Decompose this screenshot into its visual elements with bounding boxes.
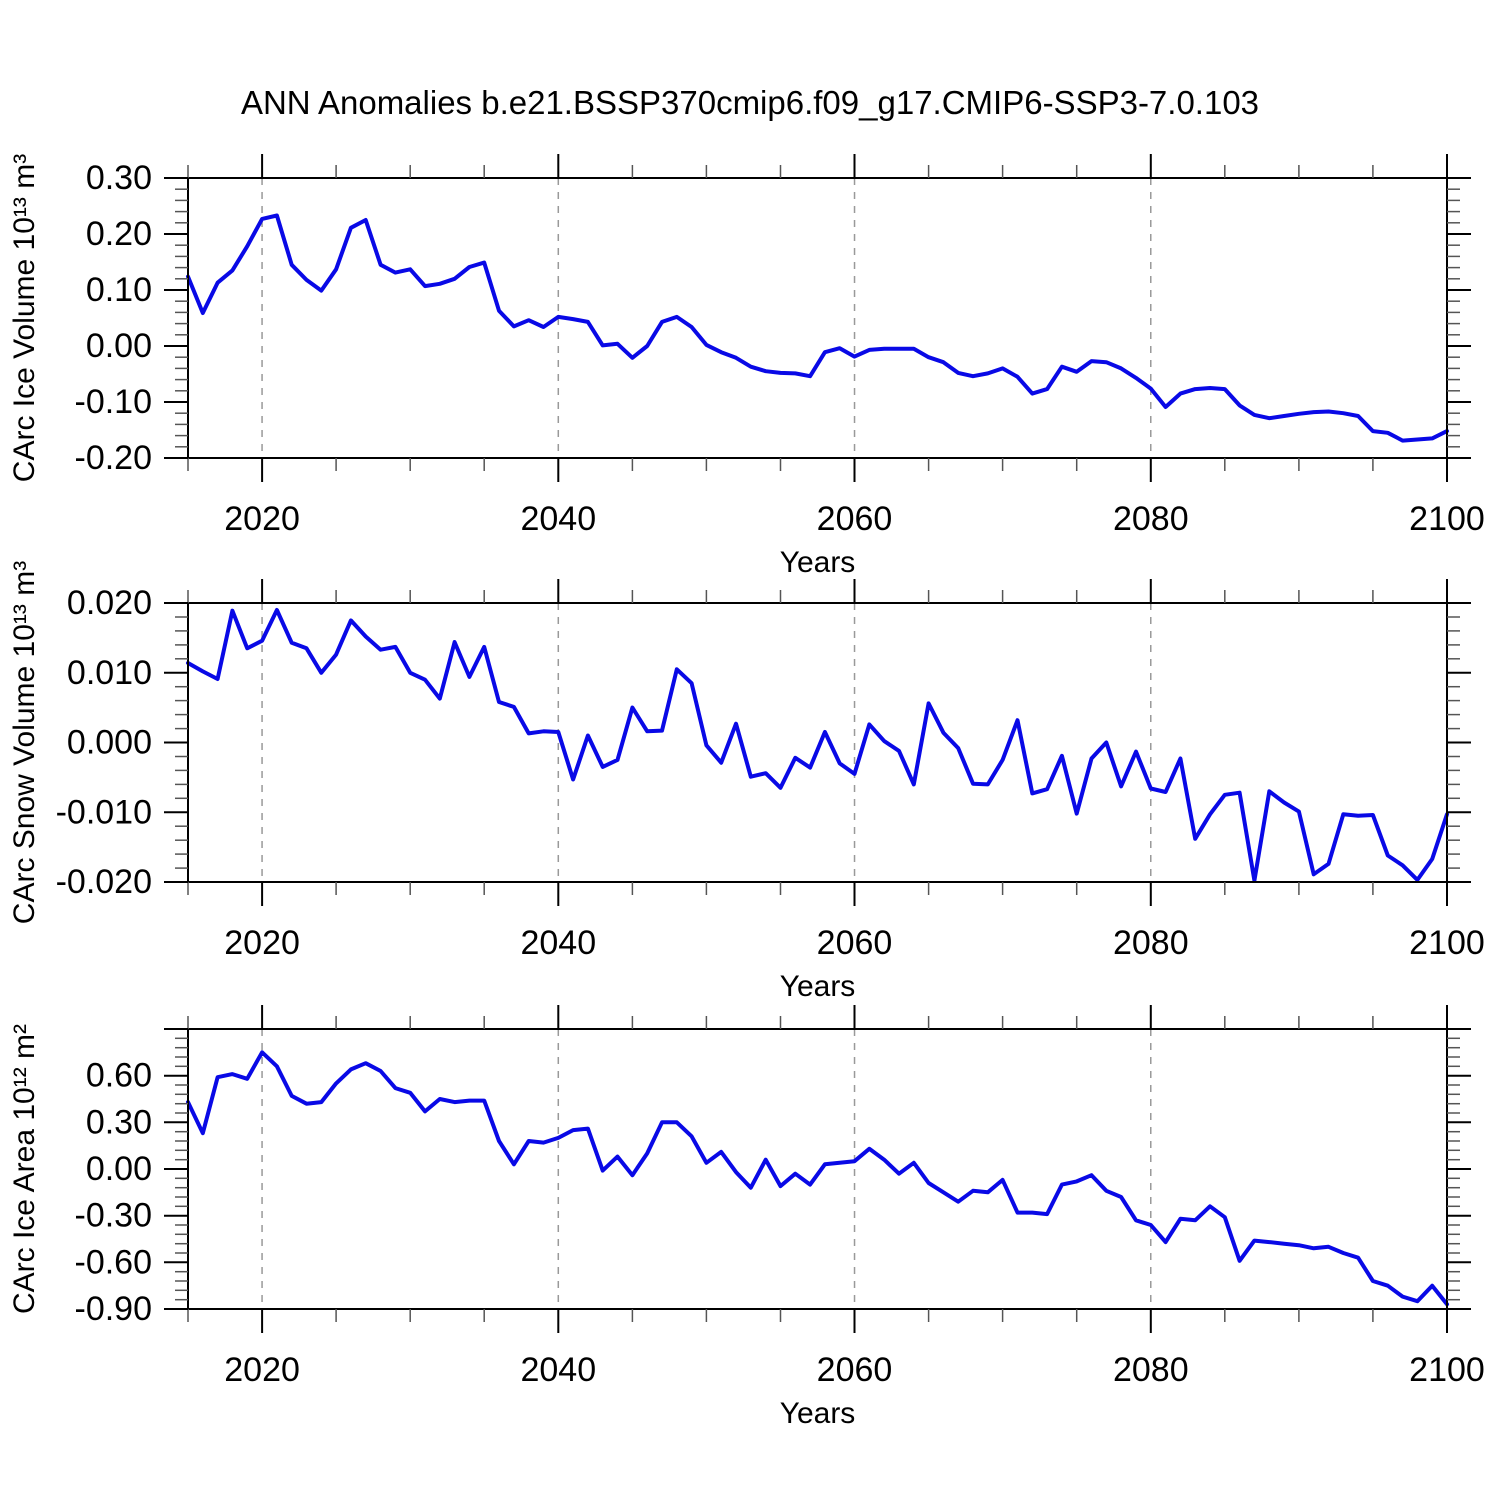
- y-axis-title-panel-2: CArc Snow Volume 10¹³ m³: [8, 561, 41, 924]
- y-axis-title-panel-3: CArc Ice Area 10¹² m²: [8, 1024, 41, 1314]
- y-tick-label: -0.30: [75, 1197, 153, 1235]
- y-tick-label: 0.00: [86, 1150, 152, 1188]
- x-axis-title-panel-1: Years: [780, 546, 856, 579]
- x-tick-label-2040: 2040: [520, 1351, 596, 1389]
- x-tick-label-2080: 2080: [1113, 500, 1189, 538]
- y-ticks: [164, 177, 1471, 459]
- y-axis-title-panel-1: CArc Ice Volume 10¹³ m³: [8, 154, 41, 482]
- y-ticks: [164, 602, 1471, 883]
- x-tick-label-2060: 2060: [817, 924, 893, 962]
- y-tick-label: -0.90: [75, 1290, 153, 1328]
- x-ticks: [187, 1005, 1448, 1333]
- chart-panel-1: 2020 2040 2060 2080 2100 0.30 0.20 0.10 0.00 -0.1…: [8, 154, 1485, 579]
- y-tick-label: -0.10: [75, 383, 153, 421]
- x-tick-label-2080: 2080: [1113, 1351, 1189, 1389]
- y-tick-label: 0.10: [86, 271, 152, 309]
- y-tick-label: 0.000: [67, 724, 152, 762]
- y-tick-label: 0.010: [67, 654, 152, 692]
- x-tick-label-2100: 2100: [1409, 500, 1485, 538]
- y-tick-label: -0.20: [75, 439, 153, 477]
- chart-title: ANN Anomalies b.e21.BSSP370cmip6.f09_g17…: [240, 84, 1260, 121]
- x-ticks: [187, 154, 1448, 482]
- x-axis-title-panel-3: Years: [780, 1397, 856, 1430]
- y-tick-label: -0.60: [75, 1243, 153, 1281]
- y-tick-label: 0.00: [86, 327, 152, 365]
- series-line-panel-1: [186, 213, 1449, 443]
- plot-border: [187, 177, 1448, 459]
- x-tick-label-2020: 2020: [224, 924, 300, 962]
- y-ticks: [164, 1028, 1471, 1310]
- series-line-panel-2: [186, 608, 1449, 883]
- x-tick-label-2020: 2020: [224, 500, 300, 538]
- x-tick-label-2020: 2020: [224, 1351, 300, 1389]
- y-tick-label: 0.30: [86, 159, 152, 197]
- x-tick-label-2040: 2040: [520, 924, 596, 962]
- x-axis-title-panel-2: Years: [780, 970, 856, 1003]
- x-tick-label-2100: 2100: [1409, 1351, 1485, 1389]
- y-tick-label: 0.20: [86, 215, 152, 253]
- y-tick-label: -0.010: [56, 793, 152, 831]
- x-tick-label-2060: 2060: [817, 500, 893, 538]
- y-tick-label: 0.020: [67, 584, 152, 622]
- y-tick-label: 0.60: [86, 1057, 152, 1095]
- series-line-panel-3: [186, 1050, 1449, 1307]
- x-tick-label-2100: 2100: [1409, 924, 1485, 962]
- x-ticks: [187, 579, 1448, 906]
- x-tick-label-2060: 2060: [817, 1351, 893, 1389]
- chart-panel-3: 2020 2040 2060 2080 2100 0.60 0.30 0.00 -0.30 -0.…: [8, 1005, 1485, 1430]
- x-tick-label-2040: 2040: [520, 500, 596, 538]
- x-tick-label-2080: 2080: [1113, 924, 1189, 962]
- chart-panel-2: 2020 2040 2060 2080 2100 0.020 0.010 0.000 -0.01…: [8, 561, 1485, 1003]
- y-tick-label: -0.020: [56, 863, 152, 901]
- y-tick-label: 0.30: [86, 1103, 152, 1141]
